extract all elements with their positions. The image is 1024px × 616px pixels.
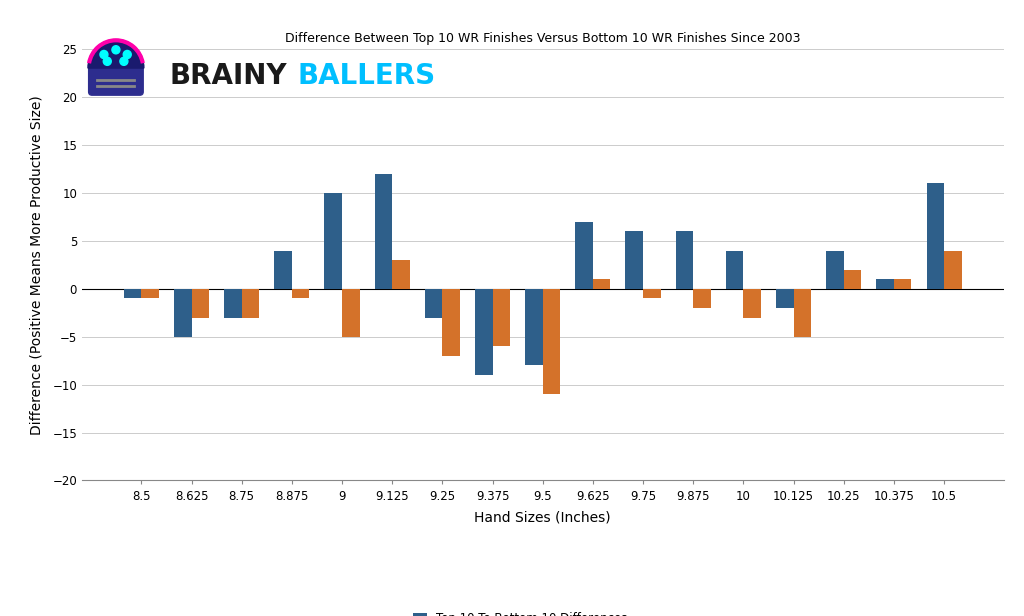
Bar [844, 270, 861, 289]
Bar [776, 289, 794, 308]
Bar [224, 289, 242, 318]
Text: BALLERS: BALLERS [298, 62, 435, 90]
Bar [525, 289, 543, 365]
Bar [274, 251, 292, 289]
Bar [826, 251, 844, 289]
Text: *Desired outcome: We want a negative number for unique differences and a positiv: *Desired outcome: We want a negative num… [94, 565, 930, 575]
Bar [425, 289, 442, 318]
Bar [442, 289, 460, 356]
Bar [475, 289, 493, 375]
Circle shape [100, 51, 108, 59]
Text: BRAINY: BRAINY [170, 62, 287, 90]
Bar [643, 289, 660, 298]
Circle shape [112, 46, 120, 54]
Bar [877, 279, 894, 289]
Bar [325, 193, 342, 289]
Bar [342, 289, 359, 337]
Bar [693, 289, 711, 308]
Bar [593, 279, 610, 289]
Bar [375, 174, 392, 289]
Bar [141, 289, 159, 298]
Bar [794, 289, 811, 337]
Y-axis label: Difference (Positive Means More Productive Size): Difference (Positive Means More Producti… [30, 95, 44, 435]
Bar [124, 289, 141, 298]
Legend: Top 10 To Bottom 10 Differences, Top 10 To Bottom 10 Unique Differences: Top 10 To Bottom 10 Differences, Top 10 … [408, 607, 678, 616]
Bar [575, 222, 593, 289]
Bar [174, 289, 191, 337]
X-axis label: Hand Sizes (Inches): Hand Sizes (Inches) [474, 511, 611, 525]
Text: while there are more Unique players in the bottom 10, those in the top 10 were c: while there are more Unique players in t… [177, 593, 847, 603]
Bar [543, 289, 560, 394]
Bar [927, 184, 944, 289]
Circle shape [103, 57, 112, 65]
Bar [392, 260, 410, 289]
Bar [726, 251, 743, 289]
Bar [743, 289, 761, 318]
Circle shape [120, 57, 128, 65]
Circle shape [123, 51, 131, 59]
Bar [292, 289, 309, 298]
Wedge shape [88, 39, 143, 68]
Bar [676, 232, 693, 289]
Bar [191, 289, 209, 318]
FancyBboxPatch shape [89, 63, 143, 95]
Bar [493, 289, 510, 346]
Bar [894, 279, 911, 289]
Title: Difference Between Top 10 WR Finishes Versus Bottom 10 WR Finishes Since 2003: Difference Between Top 10 WR Finishes Ve… [285, 32, 801, 46]
Bar [626, 232, 643, 289]
Bar [944, 251, 962, 289]
Bar [242, 289, 259, 318]
